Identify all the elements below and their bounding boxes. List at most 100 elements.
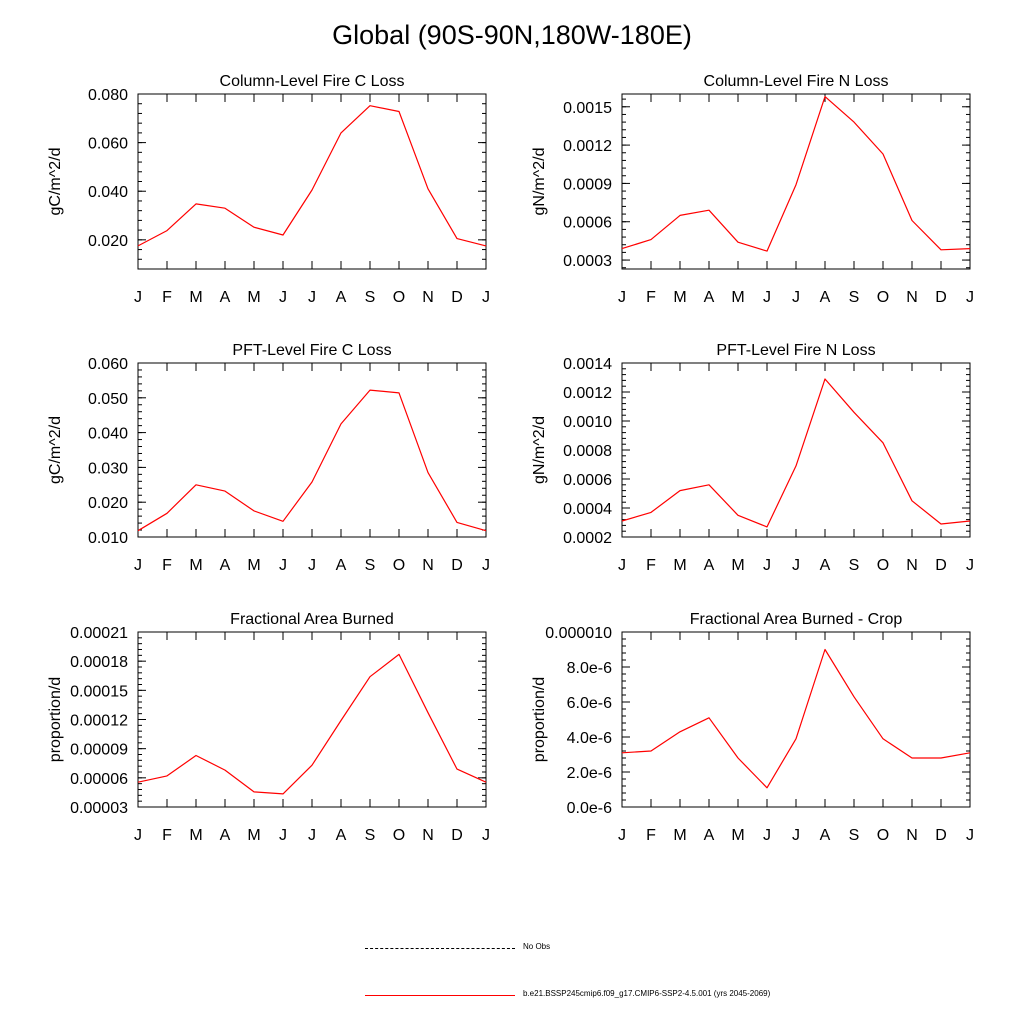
chart-panel-5: Fractional Area Burned proportion/d 0.0000… (47, 611, 490, 844)
y-tick-label: 0.0010 (563, 414, 612, 431)
x-tick-label: J (763, 557, 771, 574)
y-tick-label: 0.020 (88, 495, 128, 512)
x-tick-label: J (618, 827, 626, 844)
x-tick-label: M (731, 289, 744, 306)
x-tick-label: M (189, 289, 202, 306)
x-tick-label: D (935, 557, 947, 574)
y-tick-label: 0.00012 (70, 713, 128, 730)
x-tick-label: S (365, 289, 376, 306)
x-tick-label: S (849, 289, 860, 306)
x-tick-label: J (279, 827, 287, 844)
plot-frame (621, 631, 971, 808)
x-tick-label: J (482, 557, 490, 574)
panel-title: Column-Level Fire N Loss (704, 73, 889, 90)
x-tick-label: J (966, 827, 974, 844)
x-tick-label: N (906, 827, 918, 844)
x-tick-label: M (673, 827, 686, 844)
x-tick-label: F (162, 557, 172, 574)
x-tick-label: J (792, 557, 800, 574)
panel-title: Column-Level Fire C Loss (220, 73, 405, 90)
y-tick-label: 0.000010 (545, 625, 612, 642)
x-tick-label: O (393, 827, 405, 844)
x-tick-label: M (731, 557, 744, 574)
y-axis-label: gN/m^2/d (531, 416, 548, 484)
x-tick-label: A (820, 557, 831, 574)
y-tick-label: 0.0009 (563, 176, 612, 193)
y-axis-label: gN/m^2/d (531, 148, 548, 216)
x-tick-label: S (365, 827, 376, 844)
y-tick-label: 4.0e-6 (567, 730, 612, 747)
x-tick-label: N (422, 827, 434, 844)
x-tick-label: J (308, 557, 316, 574)
x-tick-label: A (336, 289, 347, 306)
y-axis-label: gC/m^2/d (47, 416, 64, 484)
x-tick-label: A (820, 827, 831, 844)
series-line (621, 378, 971, 528)
x-tick-label: O (393, 557, 405, 574)
x-tick-label: J (308, 289, 316, 306)
series-line (137, 105, 487, 247)
y-tick-label: 0.0015 (563, 100, 612, 117)
x-tick-label: A (820, 289, 831, 306)
plot-frame (137, 631, 487, 808)
y-tick-label: 0.040 (88, 184, 128, 201)
x-tick-label: M (673, 289, 686, 306)
series-line (621, 95, 971, 252)
series-line (137, 389, 487, 532)
x-tick-label: D (935, 289, 947, 306)
x-tick-label: J (618, 289, 626, 306)
x-tick-label: M (247, 557, 260, 574)
x-tick-label: A (336, 557, 347, 574)
chart-panel-1: Column-Level Fire C Loss gC/m^2/d 0.020 0.0… (47, 73, 490, 306)
series-line (137, 653, 487, 795)
y-tick-label: 0.0002 (563, 530, 612, 547)
x-tick-label: F (646, 557, 656, 574)
y-tick-label: 0.080 (88, 87, 128, 104)
chart-panel-4: PFT-Level Fire N Loss gN/m^2/d 0.0002 0.000… (531, 342, 974, 574)
x-tick-label: J (763, 289, 771, 306)
y-tick-label: 0.020 (88, 233, 128, 250)
plot-frame (137, 93, 487, 270)
x-tick-label: J (308, 827, 316, 844)
y-tick-label: 0.00021 (70, 625, 128, 642)
x-tick-label: S (365, 557, 376, 574)
x-tick-label: J (134, 557, 142, 574)
legend-label-no-obs: No Obs (523, 942, 551, 951)
x-tick-label: A (220, 289, 231, 306)
y-tick-label: 6.0e-6 (567, 695, 612, 712)
x-tick-label: J (279, 557, 287, 574)
x-tick-label: A (220, 557, 231, 574)
y-tick-label: 0.060 (88, 136, 128, 153)
x-tick-label: D (935, 827, 947, 844)
x-tick-label: D (451, 557, 463, 574)
x-tick-label: J (763, 827, 771, 844)
plot-frame (621, 93, 971, 270)
x-tick-label: N (906, 557, 918, 574)
y-tick-label: 0.0006 (563, 472, 612, 489)
y-tick-label: 0.00003 (70, 800, 128, 817)
x-tick-label: M (673, 557, 686, 574)
chart-panel-3: PFT-Level Fire C Loss gC/m^2/d 0.010 0.020 0… (47, 342, 490, 574)
legend-label-model: b.e21.BSSP245cmip6.f09_g17.CMIP6-SSP2-4.… (523, 989, 771, 998)
y-tick-label: 0.0008 (563, 443, 612, 460)
x-tick-label: J (792, 827, 800, 844)
x-tick-label: M (189, 827, 202, 844)
x-tick-label: J (482, 289, 490, 306)
x-tick-label: J (966, 289, 974, 306)
x-tick-label: F (162, 289, 172, 306)
y-tick-label: 0.0012 (563, 138, 612, 155)
y-tick-label: 0.0006 (563, 215, 612, 232)
x-tick-label: D (451, 289, 463, 306)
x-tick-label: O (877, 289, 889, 306)
x-tick-label: A (704, 289, 715, 306)
x-tick-label: O (877, 827, 889, 844)
y-axis-label: proportion/d (531, 677, 548, 762)
y-axis-label: proportion/d (47, 677, 64, 762)
y-tick-label: 2.0e-6 (567, 765, 612, 782)
y-tick-label: 0.00015 (70, 683, 128, 700)
panel-title: Fractional Area Burned (230, 611, 394, 628)
y-tick-label: 0.0012 (563, 385, 612, 402)
x-tick-label: A (336, 827, 347, 844)
y-tick-label: 0.040 (88, 426, 128, 443)
x-tick-label: S (849, 557, 860, 574)
